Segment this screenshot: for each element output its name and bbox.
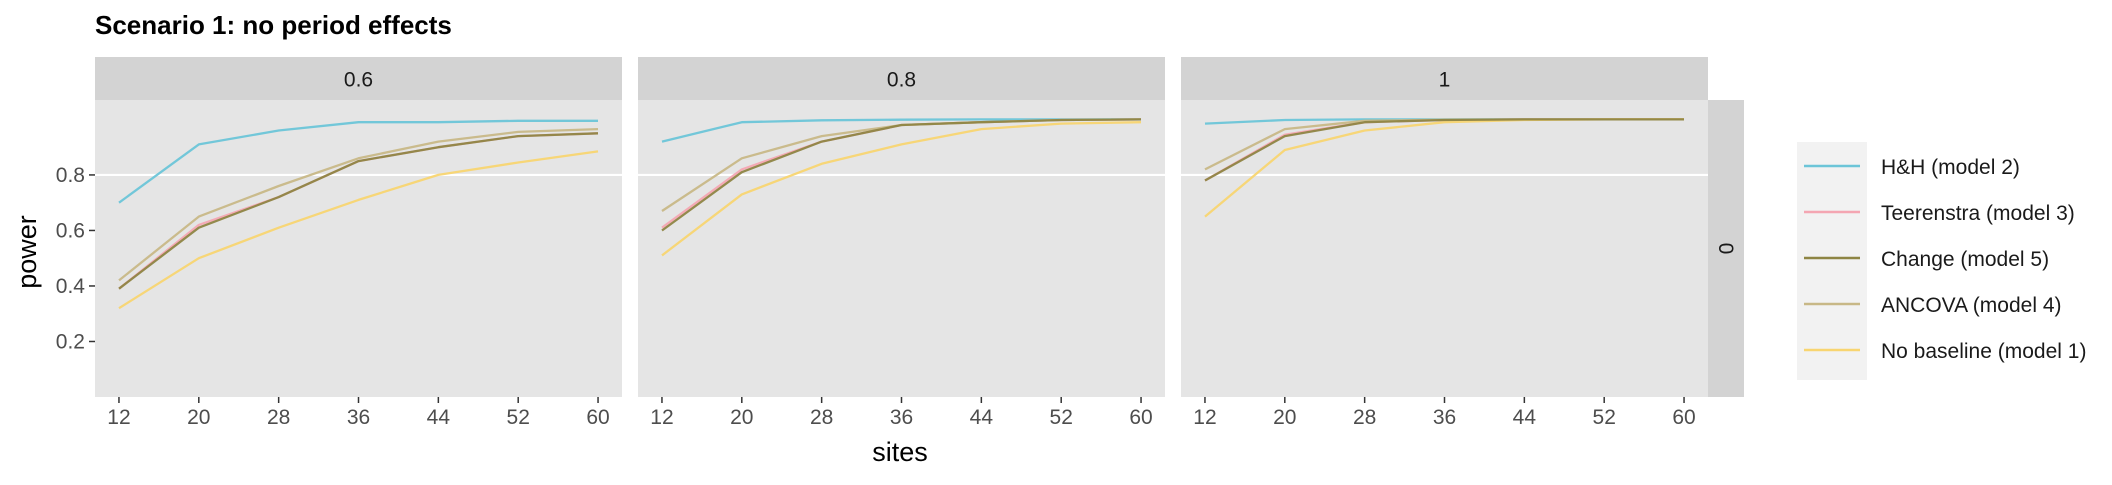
legend-label-no-baseline-model-1: No baseline (model 1) (1881, 340, 2086, 363)
series-line-no-baseline-model-1 (118, 150, 599, 310)
series-line-change-model-5 (661, 118, 1142, 232)
y-tick-label: 0.2 (56, 330, 85, 353)
y-tick-label: 0.4 (56, 275, 86, 298)
facet-strip (1181, 57, 1708, 100)
x-tick-label: 44 (427, 406, 451, 429)
x-axis-label: sites (872, 437, 928, 467)
chart-title: Scenario 1: no period effects (95, 10, 452, 40)
series-line-change-model-5 (118, 132, 599, 290)
x-tick-label: 20 (187, 406, 210, 429)
x-tick-label: 28 (1353, 406, 1376, 429)
row-strip-layer: 0 (1708, 100, 1744, 397)
y-axis-label: power (12, 215, 42, 289)
panel-background (638, 100, 1165, 397)
x-tick-label: 60 (1129, 406, 1152, 429)
legend-label-h-h-model-2: H&H (model 2) (1881, 156, 2020, 179)
x-tick-label: 36 (890, 406, 913, 429)
row-strip-label: 0 (1714, 243, 1737, 255)
x-tick-label: 20 (1273, 406, 1296, 429)
x-tick-label: 60 (1672, 406, 1695, 429)
facet-strip-label: 0.6 (344, 69, 373, 92)
series-line-ancova-model-4 (118, 127, 599, 282)
panels-layer: 0.6 12 20 28 36 44 52 60 0.2 0.4 0.6 0.8 0.8 12 20 28 36… (56, 57, 1708, 429)
y-tick-label: 0.8 (56, 164, 85, 187)
x-tick-label: 12 (1193, 406, 1216, 429)
x-tick-label: 36 (347, 406, 370, 429)
x-tick-label: 44 (1513, 406, 1537, 429)
panel-background (1181, 100, 1708, 397)
facet-strip (95, 57, 622, 100)
facet-strip-label: 1 (1439, 69, 1451, 92)
x-tick-label: 52 (1050, 406, 1073, 429)
legend-label-change-model-5: Change (model 5) (1881, 248, 2049, 271)
panel-background (95, 100, 622, 397)
legend-key-background (1797, 142, 1867, 380)
facet-strip-label: 0.8 (887, 69, 916, 92)
facet-strip (638, 57, 1165, 100)
x-tick-label: 28 (267, 406, 290, 429)
x-tick-label: 12 (650, 406, 673, 429)
x-tick-label: 20 (730, 406, 753, 429)
series-line-no-baseline-model-1 (661, 121, 1142, 257)
series-line-change-model-5 (1204, 118, 1684, 182)
legend-label-teerenstra-model-3: Teerenstra (model 3) (1881, 202, 2075, 225)
x-tick-label: 12 (107, 406, 130, 429)
y-tick-label: 0.6 (56, 219, 85, 242)
x-tick-label: 52 (507, 406, 530, 429)
x-tick-label: 52 (1593, 406, 1616, 429)
facet-panel-3: 1 12 20 28 36 44 52 60 (1181, 57, 1708, 429)
legend: H&H (model 2) Teerenstra (model 3) Change … (1797, 142, 2086, 380)
legend-label-ancova-model-4: ANCOVA (model 4) (1881, 294, 2062, 317)
x-tick-label: 36 (1433, 406, 1456, 429)
x-tick-label: 60 (586, 406, 609, 429)
row-strip (1708, 100, 1744, 397)
x-tick-label: 28 (810, 406, 833, 429)
series-line-h-h-model-2 (118, 119, 598, 204)
x-tick-label: 44 (970, 406, 994, 429)
facet-panel-1: 0.6 12 20 28 36 44 52 60 0.2 0.4 0.6 0.8 (56, 57, 622, 429)
facet-panel-2: 0.8 12 20 28 36 44 52 60 (638, 57, 1165, 429)
